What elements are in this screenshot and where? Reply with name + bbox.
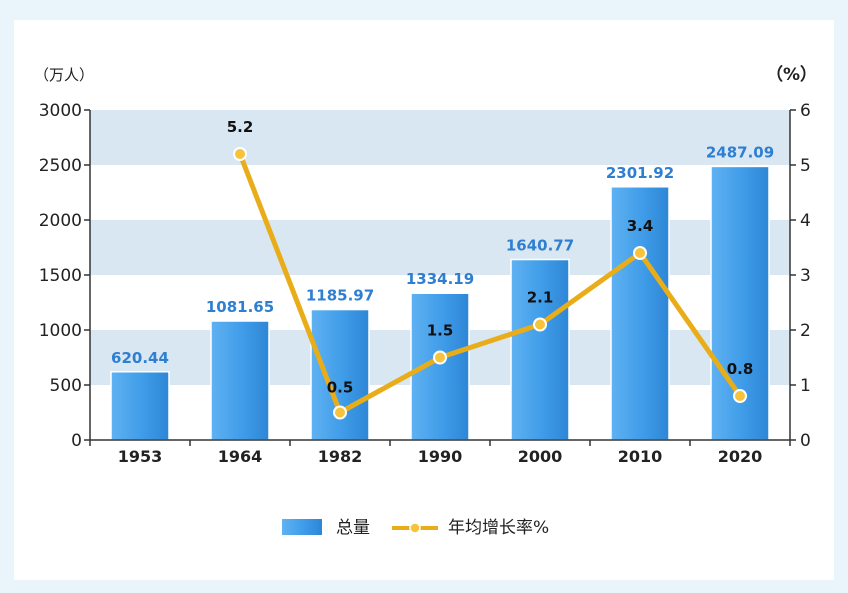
right-tick-label: 1 — [800, 376, 811, 396]
legend: 总量 年均增长率% — [282, 518, 549, 538]
left-tick-label: 1000 — [39, 321, 82, 341]
bar-value-label: 2487.09 — [706, 143, 774, 161]
growth-rate-line — [237, 151, 743, 417]
growth-rate-label: 2.1 — [527, 289, 554, 307]
left-tick-label: 3000 — [39, 101, 82, 121]
x-tick-label: 1953 — [118, 447, 163, 466]
right-tick-label: 3 — [800, 266, 811, 286]
bar-value-label: 1081.65 — [206, 298, 274, 316]
right-tick-label: 2 — [800, 321, 811, 341]
bar-value-label: 2301.92 — [606, 164, 674, 182]
growth-rate-point — [533, 317, 547, 332]
population-chart: 620.44 1081.65 1185.97 1334.19 1640.77 2301.9… — [34, 64, 817, 538]
left-tick-label: 0 — [71, 431, 82, 451]
bar-value-labels: 620.44 1081.65 1185.97 1334.19 1640.77 2301.9… — [111, 143, 774, 366]
line-series: 5.2 0.5 1.5 2.1 3.4 0.8 — [227, 118, 754, 420]
x-tick-label: 2000 — [518, 447, 563, 466]
right-axis-ticks: 0 1 2 3 4 5 6 — [790, 101, 811, 451]
bar — [210, 320, 270, 441]
background-band — [90, 220, 790, 275]
x-tick-label: 2020 — [718, 447, 763, 466]
right-axis-unit: （%） — [766, 64, 817, 85]
x-tick-label: 1964 — [218, 447, 263, 466]
x-axis-ticks: 1953 1964 1982 1990 2000 2010 2020 — [89, 440, 791, 466]
right-tick-label: 5 — [800, 156, 811, 176]
x-tick-label: 1982 — [318, 447, 363, 466]
bar-value-label: 620.44 — [111, 349, 169, 367]
growth-rate-point — [233, 147, 247, 161]
legend-line-marker — [409, 522, 421, 534]
bar — [310, 308, 370, 441]
growth-rate-point — [733, 389, 747, 403]
legend-bar-label: 总量 — [336, 518, 370, 538]
left-tick-label: 2500 — [39, 156, 82, 176]
bar-value-label: 1185.97 — [306, 287, 374, 305]
bar-value-label: 1334.19 — [406, 270, 474, 288]
left-axis-unit: （万人） — [34, 66, 94, 84]
left-tick-label: 500 — [50, 376, 82, 396]
growth-rate-point — [433, 350, 447, 365]
growth-rate-label: 0.5 — [327, 379, 354, 397]
left-tick-label: 1500 — [39, 266, 82, 286]
bar — [610, 186, 670, 441]
legend-bar-swatch — [282, 519, 322, 535]
growth-rate-point — [333, 405, 347, 420]
growth-rate-point — [633, 246, 647, 260]
x-tick-label: 1990 — [418, 447, 463, 466]
bar-value-label: 1640.77 — [506, 237, 574, 255]
bar — [110, 371, 170, 441]
growth-rate-label: 0.8 — [727, 360, 754, 378]
left-tick-label: 2000 — [39, 211, 82, 231]
background-band — [90, 110, 790, 165]
growth-rate-label: 3.4 — [627, 217, 654, 235]
right-tick-label: 0 — [800, 431, 811, 451]
legend-line-label: 年均增长率% — [448, 518, 549, 538]
right-tick-label: 6 — [800, 101, 811, 121]
left-axis-ticks: 0 500 1000 1500 2000 2500 3000 — [39, 101, 90, 451]
x-tick-label: 2010 — [618, 447, 663, 466]
growth-rate-label: 1.5 — [427, 322, 454, 340]
growth-rate-label: 5.2 — [227, 118, 254, 136]
right-tick-label: 4 — [800, 211, 811, 231]
bar — [510, 258, 570, 441]
chart-frame: 620.44 1081.65 1185.97 1334.19 1640.77 2301.9… — [14, 20, 834, 580]
bar-series — [110, 165, 770, 441]
